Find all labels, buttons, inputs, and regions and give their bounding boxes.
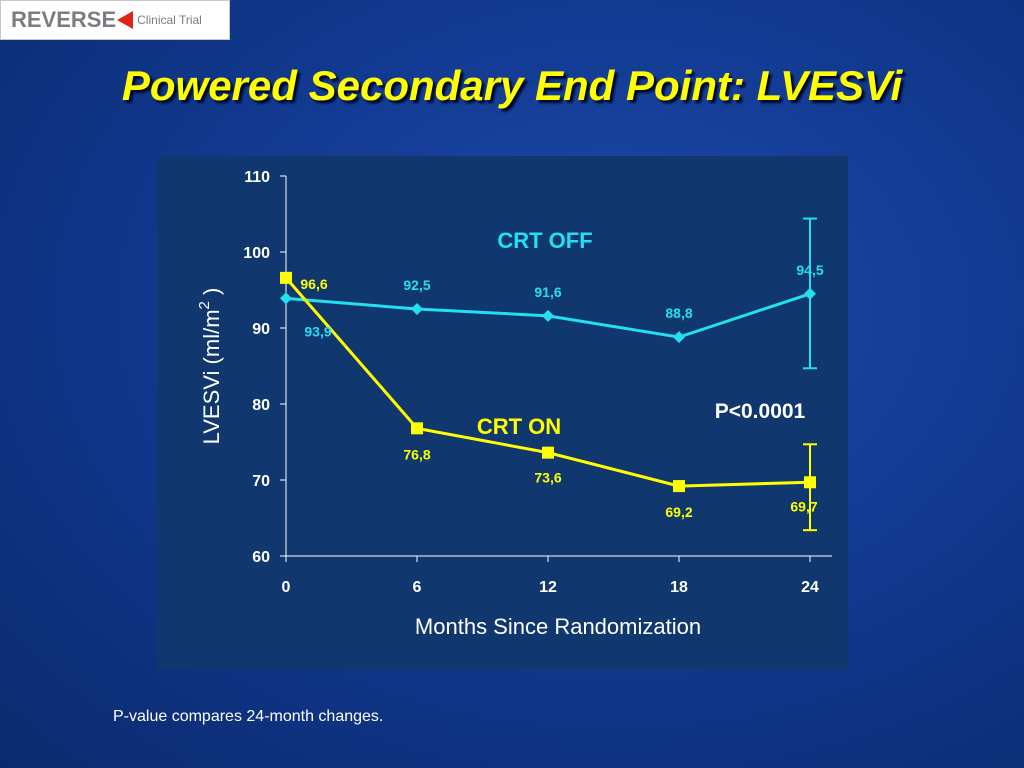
- data-point-crt-on: [542, 446, 554, 459]
- logo-arrow-icon: [117, 11, 134, 29]
- series-label-crt-off: CRT OFF: [497, 228, 592, 253]
- data-point-crt-on: [280, 271, 292, 284]
- data-label-crt-on: 96,6: [300, 276, 327, 292]
- x-axis-title: Months Since Randomization: [415, 614, 701, 639]
- y-tick-label: 90: [252, 321, 270, 338]
- data-label-crt-on: 69,2: [665, 504, 692, 520]
- x-tick-label: 6: [413, 579, 422, 596]
- y-tick-label: 70: [252, 473, 270, 490]
- y-tick-label: 110: [244, 169, 270, 186]
- data-label-crt-off: 94,5: [796, 262, 823, 278]
- p-value-annotation: P<0.0001: [715, 400, 806, 423]
- logo-main-text: REVERSE: [11, 7, 117, 32]
- data-label-crt-off: 92,5: [403, 277, 430, 293]
- footnote: P-value compares 24-month changes.: [113, 708, 384, 725]
- slide-title: Powered Secondary End Point: LVESVi: [121, 62, 903, 109]
- y-tick-label: 60: [252, 549, 270, 566]
- y-axis-title-end: ): [199, 288, 224, 301]
- chart-labels: Months Since Randomization LVESVi (ml/m2 …: [196, 228, 824, 639]
- data-point-crt-on: [673, 480, 685, 493]
- data-point-crt-off: [542, 309, 554, 322]
- y-axis-title-main: LVESVi (ml/m: [199, 309, 224, 444]
- data-point-crt-on: [804, 476, 816, 489]
- series-label-crt-on: CRT ON: [477, 414, 561, 439]
- data-label-crt-on: 76,8: [403, 446, 430, 462]
- x-tick-label: 0: [282, 579, 291, 596]
- data-label-crt-off: 93,9: [304, 323, 331, 339]
- data-point-crt-off: [411, 303, 423, 315]
- x-tick-label: 18: [670, 579, 688, 596]
- line-chart: 60 70 80 90 100 110 0 6 12 18 24 Months Since Rand…: [196, 169, 832, 639]
- data-point-crt-off: [673, 331, 685, 344]
- x-tick-label: 12: [539, 579, 557, 596]
- chart-series: [280, 217, 817, 532]
- data-point-crt-off: [804, 287, 816, 300]
- data-label-crt-on: 69,7: [790, 498, 817, 514]
- chart-axes: 60 70 80 90 100 110 0 6 12 18 24: [243, 169, 832, 596]
- y-axis-title-superscript: 2: [196, 301, 213, 309]
- data-label-crt-off: 91,6: [534, 284, 561, 300]
- data-point-crt-on: [411, 422, 423, 435]
- chart-panel: 60 70 80 90 100 110 0 6 12 18 24 Months Since Rand…: [157, 156, 848, 670]
- y-tick-label: 80: [252, 397, 270, 414]
- data-label-crt-on: 73,6: [534, 470, 561, 486]
- logo-sub-text: Clinical Trial: [137, 13, 202, 27]
- x-tick-label: 24: [801, 579, 819, 596]
- trial-logo: REVERSE Clinical Trial: [0, 0, 230, 40]
- data-point-crt-off: [280, 292, 292, 305]
- y-axis-title: LVESVi (ml/m2 ): [196, 288, 224, 445]
- y-tick-label: 100: [243, 245, 270, 262]
- data-label-crt-off: 88,8: [665, 305, 692, 321]
